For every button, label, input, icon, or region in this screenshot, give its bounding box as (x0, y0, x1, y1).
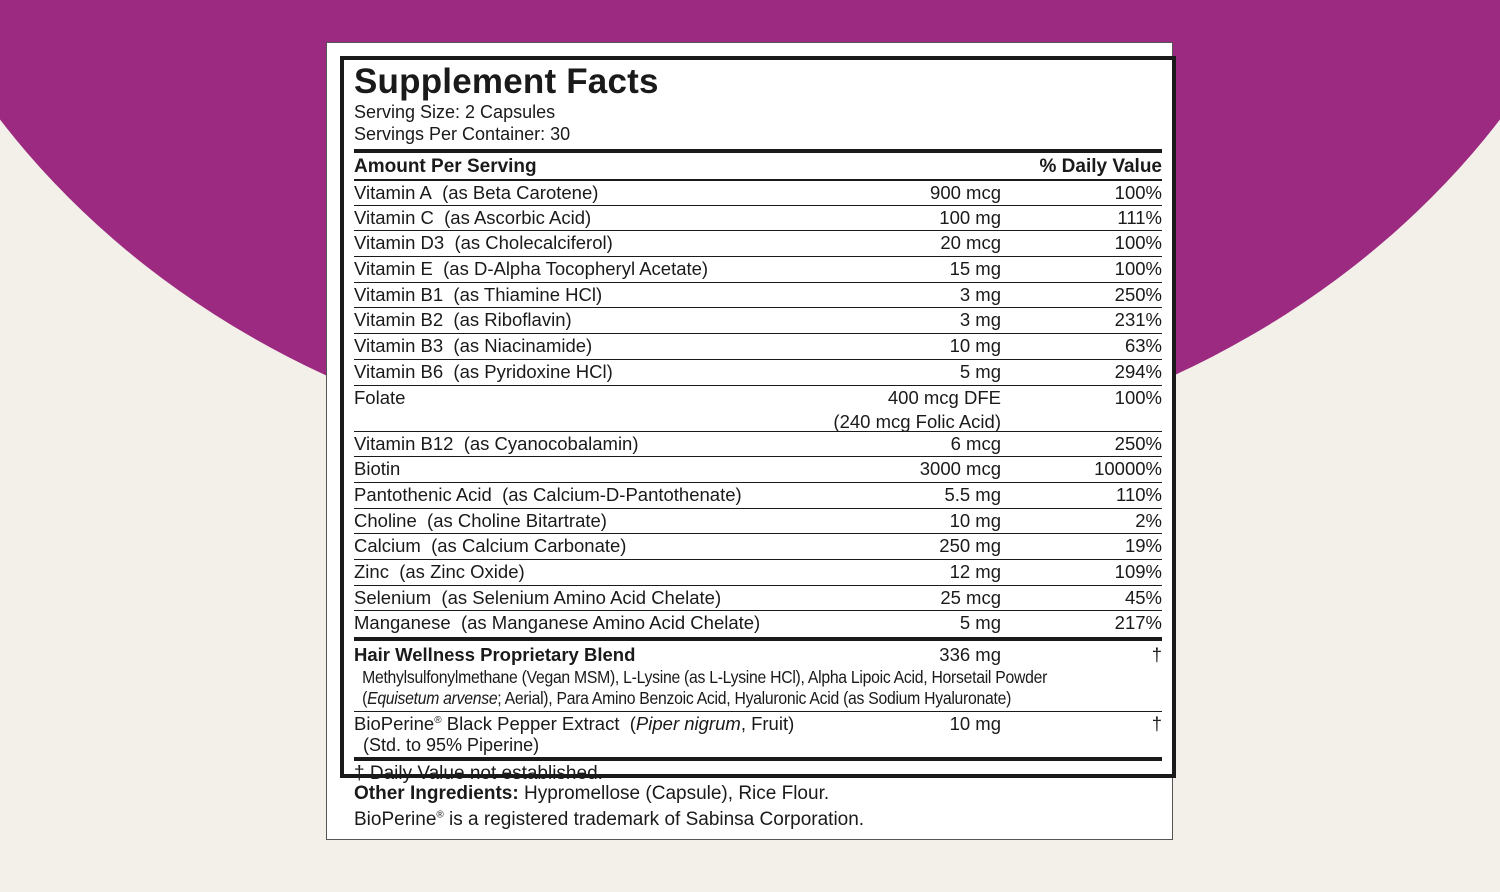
nutrient-daily-value: 10000% (1094, 458, 1162, 480)
nutrient-amount: 900 mcg (930, 182, 1001, 203)
nutrient-name: Vitamin E (as D-Alpha Tocopheryl Acetate… (354, 258, 709, 280)
nutrient-daily-value: 217% (1114, 612, 1162, 634)
nutrient-daily-value: 63% (1124, 335, 1162, 357)
bioperine-amount: 10 mg (949, 713, 1001, 734)
nutrient-name: Calcium (as Calcium Carbonate) (354, 535, 627, 557)
nutrient-amount: 10 mg (949, 509, 1001, 531)
nutrient-amount: 3 mg (959, 309, 1001, 331)
table-header: Amount Per Serving % Daily Value (354, 155, 1162, 179)
blend-name: Hair Wellness Proprietary Blend (354, 644, 636, 665)
blend-ingredients-line1: Methylsulfonylmethane (Vegan MSM), L-Lys… (362, 667, 1048, 687)
nutrient-name: Biotin (354, 458, 401, 480)
nutrient-name: Vitamin B2 (as Riboflavin) (354, 309, 572, 331)
nutrient-row: Vitamin C (as Ascorbic Acid) 100 mg 111% (354, 204, 1162, 231)
nutrient-amount: 100 mg (939, 206, 1001, 228)
nutrient-amount: 250 mg (939, 535, 1001, 557)
nutrient-row: Vitamin B12 (as Cyanocobalamin) 6 mcg 250% (354, 430, 1162, 457)
serving-size: Serving Size: 2 Capsules (354, 102, 556, 122)
nutrient-daily-value: 100% (1114, 182, 1162, 203)
blend-amount: 336 mg (939, 644, 1001, 665)
nutrient-daily-value: 45% (1124, 586, 1162, 608)
nutrient-row: Folate 400 mcg DFE (240 mcg Folic Acid) 10… (354, 384, 1162, 432)
nutrient-amount: 5.5 mg (944, 483, 1001, 505)
label-title: Supplement Facts (354, 62, 659, 101)
nutrient-amount: 10 mg (949, 335, 1001, 357)
divider (354, 711, 1162, 712)
bioperine-name: BioPerine® Black Pepper Extract (Piper n… (354, 713, 795, 734)
nutrient-daily-value: 231% (1114, 309, 1162, 331)
nutrient-row: Vitamin B6 (as Pyridoxine HCl) 5 mg 294% (354, 358, 1162, 385)
nutrient-name: Vitamin C (as Ascorbic Acid) (354, 206, 592, 228)
nutrient-name: Manganese (as Manganese Amino Acid Chela… (354, 612, 761, 634)
nutrient-amount: 5 mg (959, 612, 1001, 634)
nutrient-row: Selenium (as Selenium Amino Acid Chelate… (354, 584, 1162, 611)
nutrient-table: Vitamin A (as Beta Carotene) 900 mcg 100% V… (354, 179, 1162, 636)
nutrient-name: Vitamin B3 (as Niacinamide) (354, 335, 593, 357)
nutrient-name: Vitamin B1 (as Thiamine HCl) (354, 283, 603, 305)
nutrient-daily-value: 250% (1114, 283, 1162, 305)
nutrient-daily-value: 100% (1114, 232, 1162, 254)
nutrient-amount: 12 mg (949, 560, 1001, 582)
nutrient-name: Choline (as Choline Bitartrate) (354, 509, 607, 531)
nutrient-name: Folate (354, 386, 406, 408)
nutrient-daily-value: 109% (1114, 560, 1162, 582)
nutrient-daily-value: 2% (1135, 509, 1162, 531)
nutrient-amount: 15 mg (949, 258, 1001, 280)
servings-per-container: Servings Per Container: 30 (354, 123, 571, 144)
nutrient-daily-value: 294% (1114, 360, 1162, 382)
nutrient-row: Vitamin D3 (as Cholecalciferol) 20 mcg 100… (354, 230, 1162, 256)
trademark-notice: BioPerine® is a registered trademark of … (354, 809, 865, 830)
nutrient-name: Vitamin A (as Beta Carotene) (354, 182, 599, 203)
nutrient-amount: 20 mcg (940, 232, 1001, 254)
nutrient-name: Vitamin D3 (as Cholecalciferol) (354, 232, 613, 254)
nutrient-amount: 3000 mcg (919, 458, 1001, 480)
nutrient-amount: 6 mcg (950, 432, 1001, 454)
nutrient-name: Zinc (as Zinc Oxide) (354, 560, 525, 582)
supplement-facts-frame: Supplement Facts Serving Size: 2 Capsule… (340, 56, 1176, 784)
blend-row: Hair Wellness Proprietary Blend 336 mg †… (354, 643, 1162, 711)
nutrient-row: Manganese (as Manganese Amino Acid Chela… (354, 610, 1162, 636)
nutrient-amount: 3 mg (959, 283, 1001, 305)
other-ingredients: Other Ingredients: Hypromellose (Capsule… (354, 783, 830, 804)
nutrient-name: Pantothenic Acid (as Calcium-D-Pantothen… (354, 483, 742, 505)
blend-ingredients-line2: (Equisetum arvense; Aerial), Para Amino … (362, 687, 1012, 708)
nutrient-daily-value: 250% (1114, 432, 1162, 454)
nutrient-row: Vitamin E (as D-Alpha Tocopheryl Acetate… (354, 256, 1162, 282)
nutrient-daily-value: 110% (1116, 483, 1162, 505)
nutrient-daily-value: 100% (1114, 386, 1162, 408)
footnote: † Daily Value not established. (354, 763, 603, 784)
nutrient-name: Vitamin B12 (as Cyanocobalamin) (354, 432, 639, 454)
blend-dv: † (1151, 644, 1162, 665)
header-amount: Amount Per Serving (354, 156, 537, 177)
nutrient-row: Choline (as Choline Bitartrate) 10 mg 2% (354, 507, 1162, 534)
divider (354, 757, 1162, 761)
nutrient-amount: 400 mcg DFE (240 mcg Folic Acid) (833, 386, 1001, 432)
other-ingredients-section: Other Ingredients: Hypromellose (Capsule… (354, 781, 864, 833)
nutrient-row: Vitamin A (as Beta Carotene) 900 mcg 100% (354, 179, 1162, 205)
nutrient-amount: 25 mcg (940, 586, 1001, 608)
nutrient-daily-value: 111% (1117, 206, 1162, 228)
nutrient-daily-value: 100% (1114, 258, 1162, 280)
nutrient-daily-value: 19% (1124, 535, 1162, 557)
bioperine-row: BioPerine® Black Pepper Extract (Piper n… (354, 712, 1162, 757)
bioperine-dv: † (1151, 713, 1162, 734)
nutrient-name: Selenium (as Selenium Amino Acid Chelate… (354, 586, 722, 608)
bioperine-standardization: (Std. to 95% Piperine) (363, 735, 540, 755)
nutrient-row: Vitamin B3 (as Niacinamide) 10 mg 63% (354, 333, 1162, 359)
header-daily-value: % Daily Value (1039, 156, 1162, 177)
nutrient-name: Vitamin B6 (as Pyridoxine HCl) (354, 360, 613, 382)
nutrient-row: Vitamin B2 (as Riboflavin) 3 mg 231% (354, 307, 1162, 333)
nutrient-row: Vitamin B1 (as Thiamine HCl) 3 mg 250% (354, 281, 1162, 308)
divider (354, 149, 1162, 153)
divider (354, 637, 1162, 641)
nutrient-row: Calcium (as Calcium Carbonate) 250 mg 19% (354, 533, 1162, 559)
nutrient-row: Zinc (as Zinc Oxide) 12 mg 109% (354, 558, 1162, 585)
nutrient-row: Pantothenic Acid (as Calcium-D-Pantothen… (354, 481, 1162, 508)
nutrient-row: Biotin 3000 mcg 10000% (354, 456, 1162, 482)
supplement-facts-panel: Supplement Facts Serving Size: 2 Capsule… (326, 42, 1176, 840)
nutrient-amount: 5 mg (959, 360, 1001, 382)
